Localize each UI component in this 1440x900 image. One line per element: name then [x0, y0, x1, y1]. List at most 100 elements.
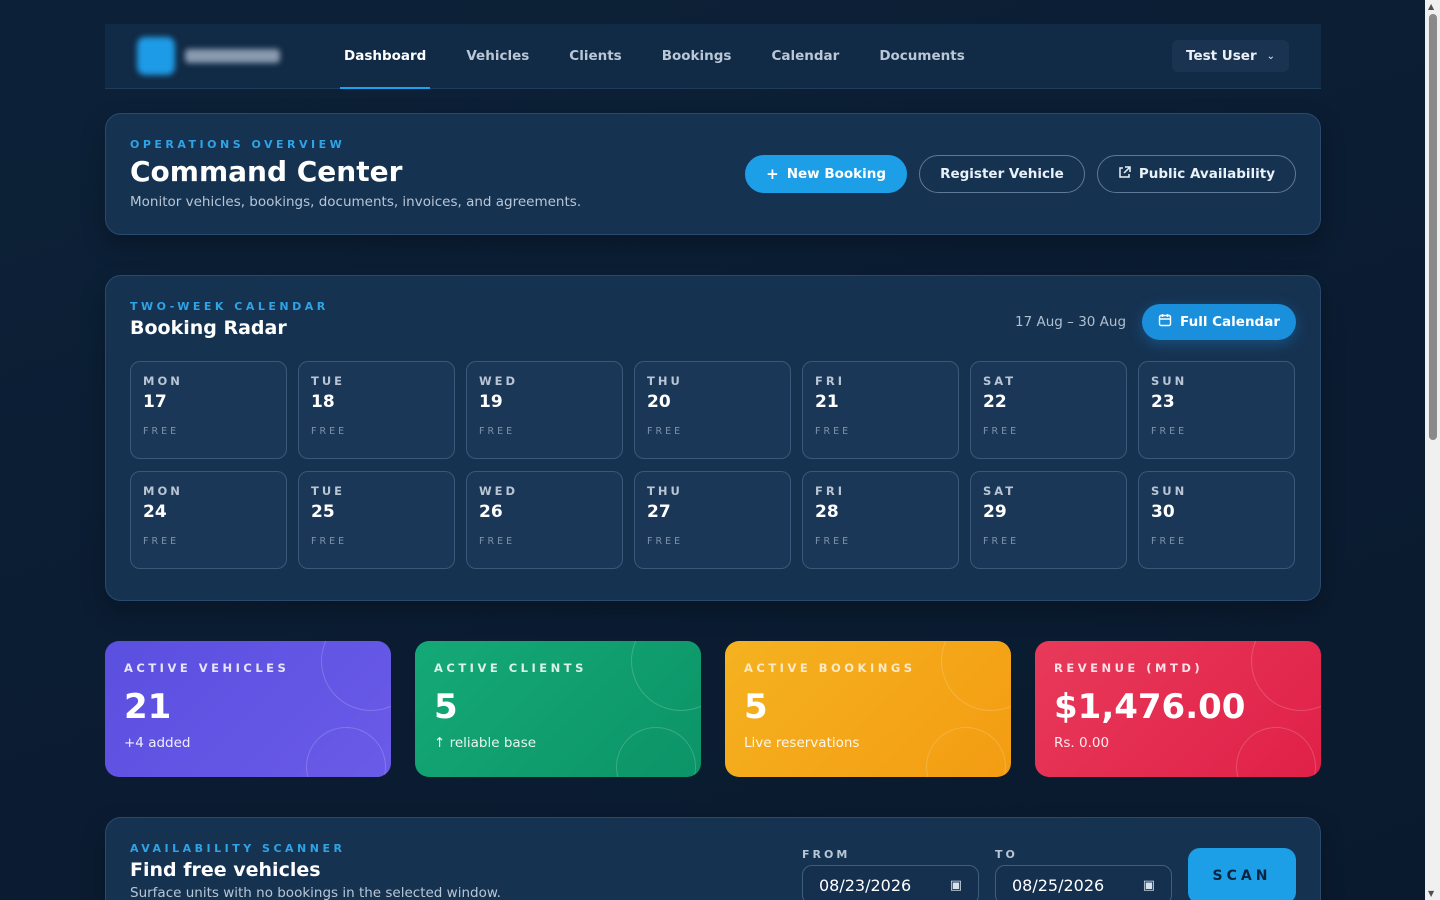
day-of-week: MON — [143, 484, 183, 498]
day-of-week: THU — [647, 484, 683, 498]
scroll-down-icon[interactable]: ▼ — [1428, 889, 1435, 898]
nav-vehicles[interactable]: Vehicles — [466, 48, 530, 64]
day-tile[interactable]: TUE 25 FREE — [298, 471, 455, 569]
day-status: FREE — [983, 426, 1020, 437]
scrollbar-thumb[interactable] — [1429, 14, 1437, 440]
day-of-week: SUN — [1151, 374, 1188, 388]
day-tile[interactable]: THU 20 FREE — [634, 361, 791, 459]
day-tile[interactable]: SUN 23 FREE — [1138, 361, 1295, 459]
active-vehicles-card[interactable]: ACTIVE VEHICLES 21 +4 added — [105, 641, 391, 777]
stat-value: 21 — [124, 687, 172, 727]
day-tile[interactable]: FRI 28 FREE — [802, 471, 959, 569]
day-grid: MON 17 FREE TUE 18 FREE WED 19 FREE THU 20 FREE FRI 2… — [130, 361, 1296, 569]
day-tile[interactable]: THU 27 FREE — [634, 471, 791, 569]
day-of-week: TUE — [311, 484, 346, 498]
day-tile[interactable]: SAT 29 FREE — [970, 471, 1127, 569]
full-calendar-button[interactable]: Full Calendar — [1142, 304, 1296, 340]
from-date-value: 08/23/2026 — [819, 875, 912, 895]
day-status: FREE — [143, 536, 180, 547]
user-menu[interactable]: Test User ⌄ — [1172, 40, 1289, 72]
day-status: FREE — [1151, 536, 1188, 547]
public-availability-button[interactable]: Public Availability — [1096, 155, 1296, 193]
day-number: 22 — [983, 392, 1007, 412]
stat-label: ACTIVE VEHICLES — [124, 661, 290, 675]
from-label: FROM — [802, 848, 851, 861]
day-tile[interactable]: WED 26 FREE — [466, 471, 623, 569]
date-range: 17 Aug – 30 Aug — [1015, 314, 1127, 330]
day-number: 19 — [479, 392, 503, 412]
booking-radar-card: TWO-WEEK CALENDAR Booking Radar 17 Aug –… — [105, 275, 1321, 601]
page: Dashboard Vehicles Clients Bookings Cale… — [105, 24, 1321, 900]
page-scrollbar[interactable]: ▲ ▼ — [1425, 0, 1440, 900]
page-title: Command Center — [130, 155, 403, 188]
day-number: 23 — [1151, 392, 1175, 412]
day-tile[interactable]: TUE 18 FREE — [298, 361, 455, 459]
day-of-week: FRI — [815, 374, 845, 388]
day-tile[interactable]: FRI 21 FREE — [802, 361, 959, 459]
from-date-input[interactable]: 08/23/2026 ▣ — [802, 865, 979, 900]
new-booking-label: New Booking — [786, 166, 887, 182]
stat-value: 5 — [744, 687, 768, 727]
register-vehicle-label: Register Vehicle — [940, 166, 1064, 182]
brand-logo[interactable] — [137, 37, 280, 75]
nav-links: Dashboard Vehicles Clients Bookings Cale… — [324, 24, 985, 89]
day-status: FREE — [1151, 426, 1188, 437]
day-status: FREE — [815, 426, 852, 437]
day-status: FREE — [311, 536, 348, 547]
revenue-card[interactable]: REVENUE (MTD) $1,476.00 Rs. 0.00 — [1035, 641, 1321, 777]
stat-label: ACTIVE CLIENTS — [434, 661, 587, 675]
to-date-input[interactable]: 08/25/2026 ▣ — [995, 865, 1172, 900]
calendar-icon — [1158, 313, 1172, 331]
day-of-week: WED — [479, 374, 519, 388]
stat-cards: ACTIVE VEHICLES 21 +4 added ACTIVE CLIENTS 5… — [105, 641, 1321, 777]
command-center-card: OPERATIONS OVERVIEW Command Center Monit… — [105, 113, 1321, 235]
calendar-icon[interactable]: ▣ — [949, 877, 962, 893]
day-number: 25 — [311, 502, 335, 522]
register-vehicle-button[interactable]: Register Vehicle — [919, 155, 1085, 193]
active-bookings-card[interactable]: ACTIVE BOOKINGS 5 Live reservations — [725, 641, 1011, 777]
calendar-icon[interactable]: ▣ — [1142, 877, 1155, 893]
stat-value: $1,476.00 — [1054, 687, 1246, 727]
page-subtitle: Monitor vehicles, bookings, documents, i… — [130, 194, 582, 210]
from-field: FROM 08/23/2026 ▣ — [802, 848, 979, 900]
day-status: FREE — [983, 536, 1020, 547]
stat-label: ACTIVE BOOKINGS — [744, 661, 916, 675]
day-number: 26 — [479, 502, 503, 522]
day-tile[interactable]: WED 19 FREE — [466, 361, 623, 459]
scroll-up-icon[interactable]: ▲ — [1428, 2, 1435, 11]
stat-subtext: Rs. 0.00 — [1054, 735, 1110, 751]
day-status: FREE — [815, 536, 852, 547]
to-field: TO 08/25/2026 ▣ — [995, 848, 1172, 900]
scan-button[interactable]: SCAN — [1188, 848, 1296, 900]
nav-calendar[interactable]: Calendar — [771, 48, 840, 64]
logo-text — [185, 49, 280, 63]
public-availability-label: Public Availability — [1138, 166, 1275, 182]
logo-mark — [137, 37, 175, 75]
new-booking-button[interactable]: + New Booking — [745, 155, 908, 193]
day-tile[interactable]: MON 24 FREE — [130, 471, 287, 569]
nav-bookings[interactable]: Bookings — [661, 48, 732, 64]
day-number: 20 — [647, 392, 671, 412]
nav-clients[interactable]: Clients — [569, 48, 622, 64]
hero-eyebrow: OPERATIONS OVERVIEW — [130, 138, 346, 151]
radar-controls: 17 Aug – 30 Aug Full Calendar — [1015, 304, 1296, 340]
day-of-week: MON — [143, 374, 183, 388]
day-tile[interactable]: MON 17 FREE — [130, 361, 287, 459]
day-tile[interactable]: SUN 30 FREE — [1138, 471, 1295, 569]
day-status: FREE — [311, 426, 348, 437]
day-status: FREE — [143, 426, 180, 437]
nav-dashboard[interactable]: Dashboard — [324, 24, 446, 89]
day-status: FREE — [479, 536, 516, 547]
active-clients-card[interactable]: ACTIVE CLIENTS 5 ↑ reliable base — [415, 641, 701, 777]
day-tile[interactable]: SAT 22 FREE — [970, 361, 1127, 459]
day-number: 18 — [311, 392, 335, 412]
day-of-week: WED — [479, 484, 519, 498]
day-of-week: FRI — [815, 484, 845, 498]
stat-subtext: ↑ reliable base — [434, 735, 537, 751]
stat-subtext: +4 added — [124, 735, 191, 751]
nav-documents[interactable]: Documents — [879, 48, 965, 64]
day-status: FREE — [647, 536, 684, 547]
full-calendar-label: Full Calendar — [1180, 314, 1280, 330]
plus-icon: + — [766, 164, 779, 183]
top-nav: Dashboard Vehicles Clients Bookings Cale… — [105, 24, 1321, 89]
